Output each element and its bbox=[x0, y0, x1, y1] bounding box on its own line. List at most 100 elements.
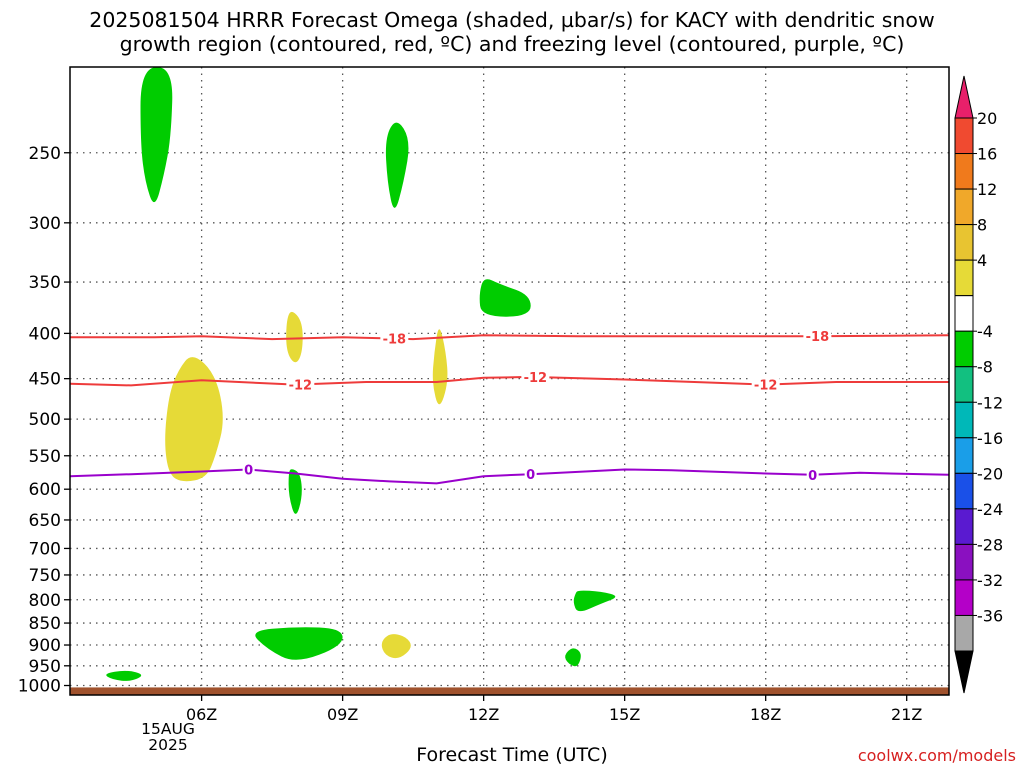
y-tick-label-850: 850 bbox=[29, 614, 61, 634]
contour-label-bg-2-2 bbox=[806, 466, 819, 482]
y-tick-label-300: 300 bbox=[29, 214, 61, 234]
colorbar-box-11 bbox=[954, 508, 974, 545]
x-tick-label-09Z: 09Z bbox=[327, 705, 358, 724]
contour-label-1-0: -12 bbox=[289, 378, 313, 393]
colorbar-box-2 bbox=[954, 188, 974, 226]
omega-region-0 bbox=[140, 67, 173, 203]
colorbar-box-8 bbox=[954, 401, 974, 439]
contour-label-bg-0-0 bbox=[380, 330, 409, 346]
ground-layer bbox=[70, 687, 949, 695]
omega-region-6 bbox=[288, 469, 302, 514]
credit-link[interactable]: coolwx.com/models bbox=[857, 746, 1016, 765]
omega-region-5 bbox=[165, 357, 223, 482]
colorbar-box-10 bbox=[954, 472, 974, 510]
colorbar-bottom-arrow bbox=[954, 650, 974, 694]
contours: -18 -18 -12 -12 -12 0 0 0 bbox=[69, 328, 950, 485]
colorbar-label-1: 16 bbox=[977, 145, 997, 164]
x-axis-ticks: 06Z 09Z 12Z 15Z 18Z 21Z bbox=[186, 695, 922, 724]
colorbar-top-arrow bbox=[954, 75, 974, 119]
contour-label-bg-1-0 bbox=[286, 376, 315, 392]
date-label-year: 2025 bbox=[148, 736, 188, 754]
omega-region-4 bbox=[432, 329, 448, 405]
x-tick-label-21Z: 21Z bbox=[891, 705, 922, 724]
contour-label-bg-0-1 bbox=[803, 328, 832, 344]
grid bbox=[70, 67, 949, 695]
y-tick-label-600: 600 bbox=[29, 480, 61, 500]
contour-label-bg-1-1 bbox=[521, 369, 550, 385]
colorbar-label-3: 8 bbox=[977, 216, 987, 235]
omega-region-1 bbox=[385, 122, 409, 208]
colorbar-box-0 bbox=[954, 117, 974, 155]
chart-title-line1: 2025081504 HRRR Forecast Omega (shaded, … bbox=[89, 8, 935, 32]
colorbar-label-8: -16 bbox=[977, 429, 1003, 448]
colorbar-box-4 bbox=[954, 259, 974, 297]
omega-region-2 bbox=[479, 279, 531, 317]
y-tick-label-350: 350 bbox=[29, 273, 61, 293]
omega-region-10 bbox=[565, 648, 581, 667]
colorbar-box-6 bbox=[954, 330, 974, 368]
colorbar-label-9: -20 bbox=[977, 464, 1003, 483]
y-tick-label-450: 450 bbox=[29, 370, 61, 390]
colorbar-box-1 bbox=[954, 153, 974, 190]
y-tick-label-650: 650 bbox=[29, 511, 61, 531]
colorbar-box-9 bbox=[954, 437, 974, 474]
y-tick-label-500: 500 bbox=[29, 410, 61, 430]
omega-region-8 bbox=[255, 627, 343, 660]
y-tick-label-950: 950 bbox=[29, 657, 61, 677]
omega-region-3 bbox=[286, 311, 303, 363]
x-tick-label-18Z: 18Z bbox=[750, 705, 781, 724]
colorbar-label-10: -24 bbox=[977, 500, 1003, 519]
colorbar-label-2: 12 bbox=[977, 180, 997, 199]
chart-title: 2025081504 HRRR Forecast Omega (shaded, … bbox=[0, 8, 1024, 56]
colorbar-label-7: -12 bbox=[977, 393, 1003, 412]
y-tick-label-1000: 1000 bbox=[18, 677, 61, 697]
contour-label-0-1: -18 bbox=[806, 330, 830, 345]
contour-label-2-2: 0 bbox=[808, 469, 817, 484]
colorbar-label-6: -8 bbox=[977, 358, 993, 377]
colorbar-label-13: -36 bbox=[977, 606, 1003, 625]
colorbar: 20 16 12 8 4 -4 -8 -12 -16 -20 -24 -28 -32 -36 bbox=[954, 75, 1003, 694]
contour-label-1-1: -12 bbox=[524, 371, 548, 386]
y-tick-label-900: 900 bbox=[29, 636, 61, 656]
chart-title-line2: growth region (contoured, red, ºC) and f… bbox=[119, 32, 905, 56]
y-axis-ticks: 2503003504004505005506006507007508008509… bbox=[18, 144, 70, 697]
contour-label-bg-1-2 bbox=[751, 376, 780, 392]
colorbar-label-5: -4 bbox=[977, 322, 993, 341]
date-label-day: 15AUG bbox=[141, 720, 195, 738]
contour-label-2-1: 0 bbox=[526, 468, 535, 483]
colorbar-box-14 bbox=[954, 614, 974, 652]
omega-regions bbox=[106, 67, 616, 681]
y-tick-label-550: 550 bbox=[29, 447, 61, 467]
colorbar-box-12 bbox=[954, 543, 974, 581]
colorbar-label-12: -32 bbox=[977, 571, 1003, 590]
y-tick-label-800: 800 bbox=[29, 591, 61, 611]
colorbar-label-0: 20 bbox=[977, 109, 997, 128]
contour-label-bg-2-0 bbox=[242, 461, 255, 477]
contour-label-2-0: 0 bbox=[244, 463, 253, 478]
contour-label-bg-2-1 bbox=[524, 466, 537, 482]
y-tick-label-400: 400 bbox=[29, 324, 61, 344]
contour-0-line bbox=[69, 468, 950, 485]
x-tick-label-06Z: 06Z bbox=[186, 705, 217, 724]
y-tick-label-700: 700 bbox=[29, 539, 61, 559]
x-axis-label: Forecast Time (UTC) bbox=[416, 744, 608, 766]
y-tick-label-250: 250 bbox=[29, 144, 61, 164]
contour-label-0-0: -18 bbox=[383, 333, 407, 348]
omega-region-9 bbox=[381, 634, 411, 659]
plot-frame bbox=[69, 66, 950, 696]
omega-region-7 bbox=[573, 590, 616, 612]
colorbar-label-4: 4 bbox=[977, 251, 987, 270]
y-tick-label-750: 750 bbox=[29, 566, 61, 586]
omega-region-11 bbox=[106, 670, 142, 681]
colorbar-box-13 bbox=[954, 579, 974, 616]
contour-label-1-2: -12 bbox=[754, 379, 778, 394]
x-tick-label-12Z: 12Z bbox=[468, 705, 499, 724]
colorbar-box-3 bbox=[954, 224, 974, 261]
colorbar-box-5 bbox=[954, 295, 974, 332]
colorbar-label-11: -28 bbox=[977, 535, 1003, 554]
contour--18-line bbox=[70, 334, 950, 341]
ground-strip bbox=[70, 687, 949, 695]
colorbar-box-7 bbox=[954, 366, 974, 403]
x-tick-label-15Z: 15Z bbox=[609, 705, 640, 724]
